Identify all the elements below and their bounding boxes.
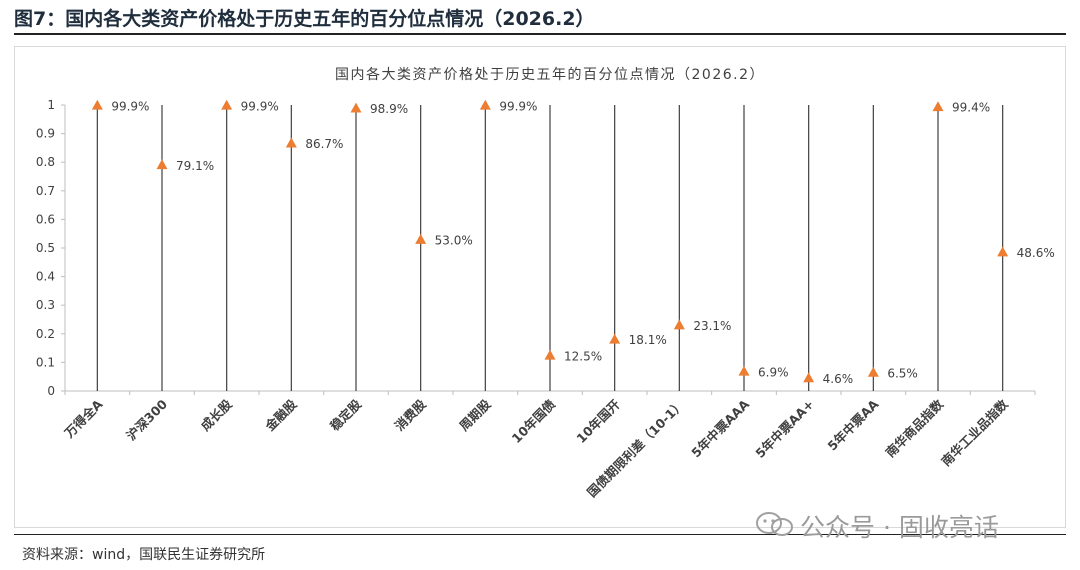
x-tick-label: 万得全A (61, 396, 106, 441)
data-point-marker (609, 333, 621, 344)
y-tick-label: 0.2 (36, 327, 55, 341)
x-axis: 万得全A 沪深300 成长股 金融股 稳定股 消费股 周期股 10年国债 10年国开国债期限利差… (61, 390, 1036, 500)
x-tick-label: 消费股 (392, 396, 429, 433)
y-tick-label: 0.5 (36, 241, 55, 255)
x-tick-label: 10年国开 (573, 396, 623, 446)
data-label: 99.9% (241, 99, 279, 113)
chart-title: 国内各大类资产价格处于历史五年的百分位点情况（2026.2） (335, 67, 765, 83)
y-tick-label: 1 (47, 98, 55, 112)
x-tick-label: 金融股 (262, 396, 300, 434)
x-tick-label: 周期股 (456, 396, 493, 433)
figure-title: 图7：国内各大类资产价格处于历史五年的百分位点情况（2026.2） (14, 8, 595, 30)
data-point-marker (479, 99, 491, 110)
watermark-text: 公众号 · 固收亮话 (800, 513, 999, 542)
y-tick-label: 0.6 (36, 212, 55, 226)
data-label: 99.9% (499, 99, 537, 113)
x-tick-label: 5年中票AA (824, 396, 881, 453)
data-point-marker (932, 101, 944, 112)
y-tick-label: 0.4 (36, 270, 55, 284)
data-label: 53.0% (435, 233, 473, 247)
data-label: 4.6% (823, 372, 854, 386)
x-tick-label: 10年国债 (509, 396, 559, 446)
data-label: 99.4% (952, 101, 990, 115)
x-tick-label: 南华工业品指数 (938, 396, 1011, 469)
data-label: 12.5% (564, 349, 602, 363)
chart-frame: 国内各大类资产价格处于历史五年的百分位点情况（2026.2） 0 0.1 0.2 0.… (14, 46, 1066, 528)
data-point-marker (997, 246, 1009, 257)
y-tick-label: 0.3 (36, 298, 55, 312)
x-tick-label: 南华商品指数 (882, 396, 946, 460)
x-tick-label: 稳定股 (327, 396, 364, 433)
data-point-marker (415, 233, 427, 244)
footer-divider (14, 534, 1066, 535)
data-series: 99.9% 79.1% 99.9% 86.7% 98.9% 53.0% 99.9% 12.5%… (91, 99, 1055, 391)
y-tick-label: 0.7 (36, 184, 55, 198)
data-point-marker (867, 366, 879, 377)
x-tick-label: 成长股 (198, 396, 235, 433)
data-point-marker (350, 102, 362, 113)
data-point-marker (221, 99, 233, 110)
y-axis: 0 0.1 0.2 0.3 0.4 0.5 0.6 0.7 0.8 0.9 1 (36, 98, 66, 398)
wechat-icon (756, 512, 793, 536)
x-tick-label: 5年中票AA+ (752, 397, 816, 461)
data-label: 6.5% (887, 366, 918, 380)
percentile-chart: 国内各大类资产价格处于历史五年的百分位点情况（2026.2） 0 0.1 0.2 0.… (36, 67, 1055, 500)
y-tick-label: 0 (47, 384, 55, 398)
data-point-marker (285, 137, 297, 148)
data-point-marker (673, 319, 685, 330)
x-tick-label: 5年中票AAA (688, 396, 752, 460)
data-point-marker (544, 349, 556, 360)
data-label: 99.9% (111, 99, 149, 113)
x-tick-label: 沪深300 (123, 396, 170, 443)
y-tick-label: 0.1 (36, 355, 55, 369)
y-tick-label: 0.9 (36, 127, 55, 141)
data-label: 86.7% (305, 137, 343, 151)
data-label: 6.9% (758, 365, 789, 379)
data-point-marker (91, 99, 103, 110)
title-divider (14, 33, 1066, 35)
data-label: 18.1% (629, 333, 667, 347)
data-label: 79.1% (176, 159, 214, 173)
y-tick-label: 0.8 (36, 155, 55, 169)
data-point-marker (156, 159, 168, 170)
data-label: 48.6% (1017, 246, 1055, 260)
source-note: 资料来源：wind，国联民生证券研究所 (22, 547, 266, 563)
data-point-marker (738, 365, 750, 376)
data-point-marker (803, 372, 815, 383)
data-label: 23.1% (693, 319, 731, 333)
data-label: 98.9% (370, 102, 408, 116)
